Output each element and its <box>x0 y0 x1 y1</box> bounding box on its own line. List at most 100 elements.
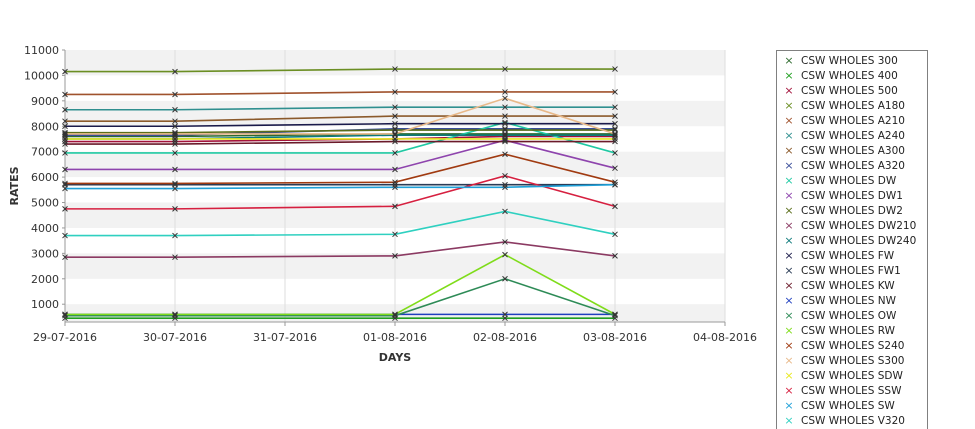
legend-marker-icon: × <box>784 354 794 367</box>
marker-stroke <box>62 118 68 125</box>
line-chart: 1000 2000 3000 4000 5000 6000 7000 8000 9000 1000… <box>8 44 757 364</box>
marker-stroke <box>392 150 398 156</box>
data-point <box>392 66 398 72</box>
legend-marker-icon: × <box>784 249 794 262</box>
data-point <box>502 127 508 133</box>
data-point <box>172 311 178 318</box>
marker-stroke <box>612 66 618 72</box>
marker-stroke <box>172 141 178 147</box>
x-tick-label: 01-08-2016 <box>363 331 427 344</box>
legend-marker-icon: × <box>784 99 794 112</box>
data-point <box>612 113 618 119</box>
legend-item: × CSW WHOLES A210 <box>777 113 927 128</box>
legend-label: CSW WHOLES 300 <box>801 54 898 67</box>
legend-label: CSW WHOLES V320 <box>801 414 905 427</box>
data-point <box>392 203 398 210</box>
marker-stroke <box>62 166 68 173</box>
y-tick-label: 11000 <box>24 44 59 57</box>
data-point <box>172 312 178 319</box>
data-point <box>62 141 68 147</box>
vertical-grid-lines <box>64 50 726 322</box>
data-point <box>612 311 618 318</box>
data-point <box>62 123 68 130</box>
marker-stroke <box>612 203 618 210</box>
marker-stroke <box>502 181 508 188</box>
marker-stroke <box>172 118 178 125</box>
x-tick-labels: 29-07-2016 30-07-2016 31-07-2016 01-08-2016… <box>33 331 757 344</box>
legend-label: CSW WHOLES SW <box>801 399 895 412</box>
marker-stroke <box>392 312 398 319</box>
data-point <box>612 138 618 145</box>
data-point <box>62 180 68 187</box>
marker-stroke <box>392 181 398 188</box>
marker-stroke <box>62 312 68 319</box>
marker-stroke <box>612 179 618 186</box>
data-point <box>62 312 68 319</box>
marker-stroke <box>612 125 618 132</box>
marker-stroke <box>502 137 508 144</box>
data-point <box>392 181 398 188</box>
marker-stroke <box>502 239 508 245</box>
data-point <box>392 311 398 318</box>
data-point <box>502 113 508 119</box>
marker-stroke <box>612 231 618 238</box>
legend-label: CSW WHOLES DW2 <box>801 204 903 217</box>
legend-item: × CSW WHOLES DW210 <box>777 218 927 233</box>
marker-stroke <box>612 104 618 111</box>
marker-stroke <box>62 68 68 75</box>
data-point <box>502 275 508 282</box>
legend-marker-icon: × <box>784 414 794 427</box>
legend-label: CSW WHOLES DW <box>801 174 897 187</box>
marker-stroke <box>392 253 398 259</box>
data-point <box>612 231 618 238</box>
legend-label: CSW WHOLES A320 <box>801 159 905 172</box>
data-point <box>502 104 508 111</box>
data-point <box>172 138 178 145</box>
marker-stroke <box>502 172 508 179</box>
data-point <box>392 104 398 111</box>
legend-item: × CSW WHOLES KW <box>777 278 927 293</box>
data-point <box>172 180 178 187</box>
data-point <box>502 151 508 158</box>
data-point <box>172 141 178 147</box>
data-point <box>62 68 68 75</box>
legend-item: × CSW WHOLES DW <box>777 173 927 188</box>
y-tick-label: 6000 <box>31 171 59 184</box>
data-point <box>612 104 618 111</box>
marker-stroke <box>612 120 618 127</box>
y-tick-label: 7000 <box>31 146 59 159</box>
legend-label: CSW WHOLES S240 <box>801 339 905 352</box>
data-point <box>392 179 398 186</box>
marker-stroke <box>62 254 68 261</box>
marker-stroke <box>502 311 508 318</box>
marker-stroke <box>172 91 178 98</box>
legend-item: × CSW WHOLES V320 <box>777 413 927 428</box>
marker-stroke <box>172 129 178 136</box>
marker-stroke <box>62 311 68 318</box>
marker-stroke <box>502 89 508 95</box>
data-point <box>392 231 398 238</box>
data-point <box>172 254 178 261</box>
marker-stroke <box>172 131 178 137</box>
legend-label: CSW WHOLES DW210 <box>801 219 917 232</box>
data-point <box>612 165 618 172</box>
data-point <box>612 131 618 137</box>
data-point <box>62 138 68 145</box>
y-tick-label: 2000 <box>31 273 59 286</box>
marker-stroke <box>502 120 508 127</box>
legend-item: × CSW WHOLES 400 <box>777 68 927 83</box>
y-tick-label: 5000 <box>31 197 59 210</box>
marker-stroke <box>172 232 178 239</box>
data-point <box>612 66 618 72</box>
marker-stroke <box>62 136 68 142</box>
data-point <box>62 232 68 239</box>
legend-item: × CSW WHOLES A180 <box>777 98 927 113</box>
y-tick-label: 9000 <box>31 95 59 108</box>
data-point <box>172 166 178 173</box>
data-point <box>392 131 398 137</box>
legend-marker-icon: × <box>784 234 794 247</box>
data-point <box>62 91 68 98</box>
data-point <box>392 125 398 132</box>
y-axis-title: RATES <box>8 166 21 205</box>
marker-stroke <box>612 165 618 172</box>
